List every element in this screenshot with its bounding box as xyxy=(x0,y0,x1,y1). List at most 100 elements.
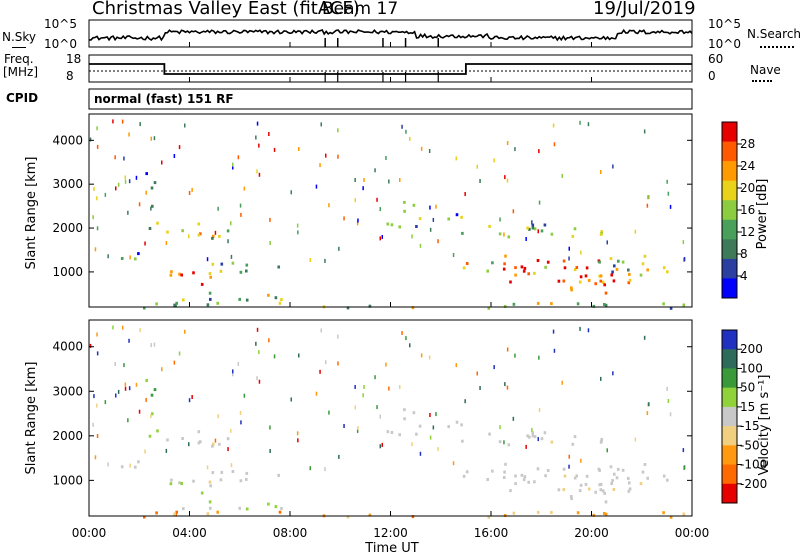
velocity-cell xyxy=(558,488,561,491)
power-cell xyxy=(180,274,183,277)
velocity-speckle xyxy=(105,400,107,404)
power-speckle xyxy=(97,145,99,149)
velocity-speckle xyxy=(568,465,570,469)
velocity-cell xyxy=(600,488,603,491)
velocity-speckle xyxy=(399,385,401,389)
velocity-cell xyxy=(209,481,212,484)
power-speckle xyxy=(507,179,509,183)
colorbar-segment xyxy=(722,181,737,201)
power-cell xyxy=(577,302,580,305)
power-speckle xyxy=(122,120,124,124)
velocity-speckle xyxy=(128,339,130,343)
velocity-speckle xyxy=(207,465,209,469)
power-speckle xyxy=(154,136,156,140)
velocity-speckle xyxy=(154,343,156,347)
velocity-cell xyxy=(240,479,243,482)
power-speckle xyxy=(97,226,99,230)
velocity-speckle xyxy=(139,328,141,332)
power-cell xyxy=(526,227,529,230)
power-speckle xyxy=(380,207,382,211)
y-tick-label: 3000 xyxy=(52,177,83,191)
velocity-speckle xyxy=(96,333,98,337)
power-cell xyxy=(563,280,566,283)
power-speckle xyxy=(328,203,330,207)
power-cell xyxy=(221,263,224,266)
power-cell xyxy=(463,266,466,269)
velocity-cell xyxy=(275,505,278,508)
velocity-speckle xyxy=(127,418,129,422)
power-cell xyxy=(391,223,394,226)
power-colorbar: 282420161284 xyxy=(722,122,755,299)
velocity-cell xyxy=(527,481,530,484)
velocity-cell xyxy=(279,511,282,514)
y-tick-label: 2000 xyxy=(52,221,83,235)
power-speckle xyxy=(648,195,650,199)
power-speckle xyxy=(588,122,590,126)
power-cell xyxy=(207,303,210,306)
power-cell xyxy=(544,266,547,269)
power-speckle xyxy=(382,235,384,239)
power-speckle xyxy=(325,154,327,158)
velocity-cell xyxy=(387,430,390,433)
velocity-cell xyxy=(398,433,401,436)
power-speckle xyxy=(362,186,364,190)
power-cell xyxy=(227,229,230,232)
velocity-cell xyxy=(627,477,630,480)
power-speckle xyxy=(437,239,439,243)
power-speckle xyxy=(337,128,339,132)
velocity-speckle xyxy=(513,417,515,421)
power-speckle xyxy=(269,241,271,245)
time-axis: 00:00 04:00 08:00 12:00 16:00 20:00 00:00 xyxy=(72,42,710,540)
velocity-speckle xyxy=(316,392,318,396)
power-speckle xyxy=(240,204,242,208)
velocity-speckle xyxy=(531,428,533,432)
power-cell xyxy=(613,264,616,267)
power-cell xyxy=(600,280,603,283)
power-speckle xyxy=(421,147,423,151)
power-speckle xyxy=(401,125,403,129)
velocity-y-label: Slant Range [km] xyxy=(24,362,39,475)
velocity-cell xyxy=(182,507,185,510)
power-speckle xyxy=(188,234,190,238)
power-cell xyxy=(137,252,140,255)
velocity-cell xyxy=(201,492,204,495)
power-cell xyxy=(564,266,567,269)
power-cell xyxy=(415,225,418,228)
velocity-speckle xyxy=(114,362,116,366)
power-speckle xyxy=(95,247,97,251)
velocity-speckle xyxy=(464,399,466,403)
velocity-speckle xyxy=(554,349,556,353)
power-cell xyxy=(154,181,157,184)
velocity-cell xyxy=(537,511,540,514)
velocity-speckle xyxy=(666,387,668,391)
velocity-cell xyxy=(662,511,665,514)
power-speckle xyxy=(145,191,147,195)
velocity-speckle xyxy=(569,455,571,459)
power-y-label: Slant Range [km] xyxy=(24,157,39,270)
velocity-cell xyxy=(526,434,529,437)
power-speckle xyxy=(291,190,293,194)
velocity-cell xyxy=(594,491,597,494)
power-speckle xyxy=(647,204,649,208)
velocity-speckle xyxy=(421,353,423,357)
power-speckle xyxy=(479,179,481,183)
power-cell xyxy=(537,259,540,262)
velocity-cell xyxy=(137,460,140,463)
x-tick-label: 04:00 xyxy=(172,526,207,540)
velocity-cell xyxy=(544,431,547,434)
power-speckle xyxy=(600,170,602,174)
power-speckle xyxy=(429,206,431,210)
time-axis-label: Time UT xyxy=(364,541,418,554)
velocity-speckle xyxy=(479,386,481,390)
power-speckle xyxy=(514,147,516,151)
power-cell xyxy=(521,265,524,268)
power-speckle xyxy=(385,156,387,160)
power-cell xyxy=(403,201,406,204)
velocity-cell xyxy=(610,482,613,485)
colorbar-tick-label: 24 xyxy=(740,159,755,173)
nsky-line xyxy=(89,30,692,40)
velocity-cell xyxy=(267,503,270,506)
velocity-speckle xyxy=(338,455,340,459)
velocity-cell xyxy=(486,478,489,481)
velocity-speckle xyxy=(401,331,403,335)
